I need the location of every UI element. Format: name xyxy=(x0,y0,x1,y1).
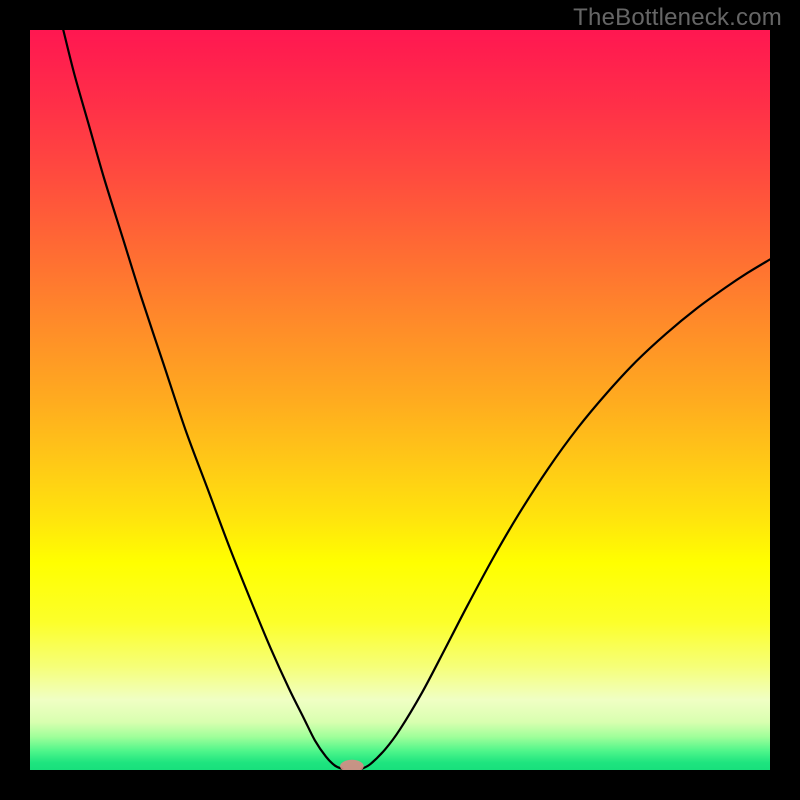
plot-area xyxy=(30,30,770,770)
gradient-curve-chart xyxy=(30,30,770,770)
watermark-text: TheBottleneck.com xyxy=(573,4,782,32)
chart-container: TheBottleneck.com xyxy=(0,0,800,800)
gradient-background xyxy=(30,30,770,770)
